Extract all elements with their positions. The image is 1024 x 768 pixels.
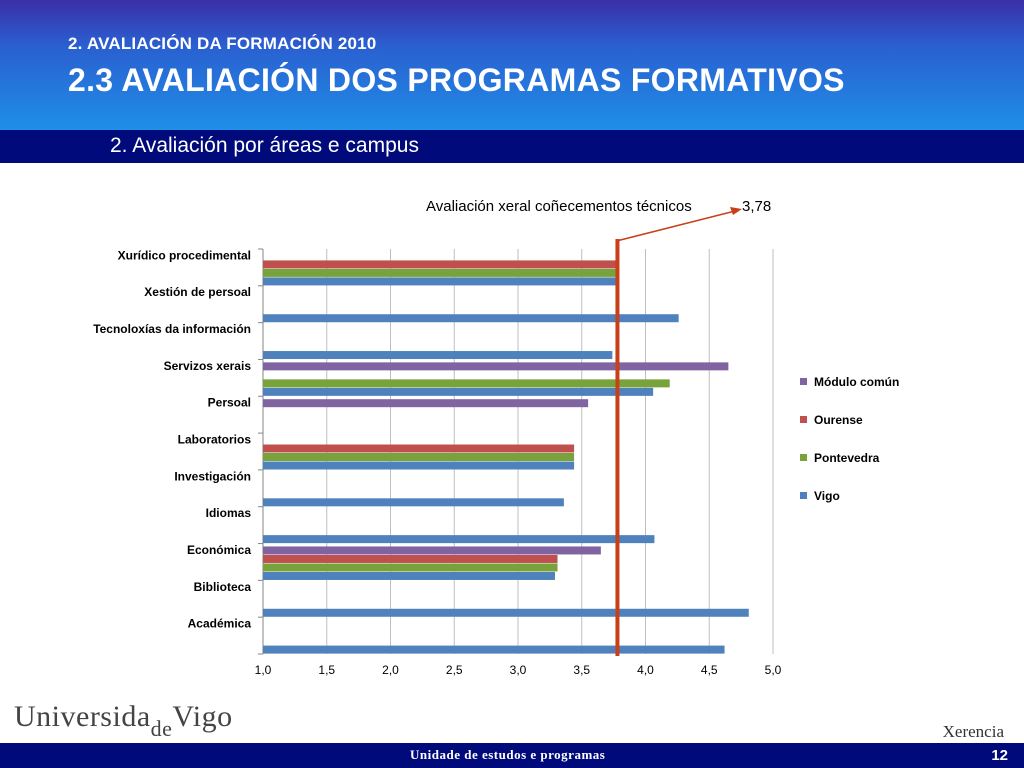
annotation-label: Avaliación xeral coñecementos técnicos	[426, 198, 692, 215]
bar	[263, 379, 670, 388]
header-banner: 2. AVALIACIÓN DA FORMACIÓN 2010 2.3 AVAL…	[0, 0, 1024, 130]
category-label: Académica	[188, 617, 252, 631]
category-label: Laboratorios	[178, 433, 252, 447]
bar	[263, 498, 564, 507]
x-tick-label: 3,0	[510, 663, 527, 677]
x-tick-label: 4,0	[637, 663, 654, 677]
legend-swatch	[800, 378, 807, 385]
bar	[263, 571, 555, 580]
x-tick-label: 4,5	[701, 663, 718, 677]
x-tick-label: 1,5	[318, 663, 335, 677]
bar	[263, 314, 679, 323]
bar	[263, 387, 654, 396]
category-label: Biblioteca	[194, 580, 252, 594]
xerencia-label: Xerencia	[942, 722, 1004, 741]
category-label: Persoal	[208, 396, 251, 410]
x-tick-label: 5,0	[765, 663, 782, 677]
bar	[263, 645, 725, 654]
university-logo: UniversidadeVigo	[14, 700, 233, 741]
bar	[263, 608, 749, 617]
x-tick-label: 2,5	[446, 663, 463, 677]
bar-chart: 1,0 1,5 2,0 2,5 3,0 3,5 4,0 4,5 5,0 Xurídico proc…	[93, 198, 899, 677]
x-tick-label: 3,5	[573, 663, 590, 677]
bar	[263, 362, 729, 371]
legend-label: Módulo común	[814, 375, 899, 389]
bar	[263, 277, 617, 286]
bar	[263, 260, 617, 269]
legend-swatch	[800, 416, 807, 423]
footer-bar: Unidade de estudos e programas 12	[0, 743, 1024, 768]
legend-swatch	[800, 492, 807, 499]
section-title: 2. AVALIACIÓN DA FORMACIÓN 2010	[68, 34, 377, 53]
bar	[263, 351, 613, 360]
legend-label: Ourense	[814, 413, 863, 427]
x-tick-label: 2,0	[382, 663, 399, 677]
category-label: Servizos xerais	[164, 359, 252, 373]
category-label: Xestión de persoal	[144, 285, 251, 299]
legend-swatch	[800, 454, 807, 461]
annotation-arrow	[616, 210, 736, 242]
footer-unit-text: Unidade de estudos e programas	[410, 747, 606, 762]
bar	[263, 268, 617, 277]
bar	[263, 554, 558, 563]
page-title: 2.3 AVALIACIÓN DOS PROGRAMAS FORMATIVOS	[68, 62, 845, 98]
subheader-title: 2. Avaliación por áreas e campus	[110, 134, 419, 157]
subheader-bar: 2. Avaliación por áreas e campus	[0, 130, 1024, 163]
category-label: Investigación	[174, 469, 251, 483]
category-label: Idiomas	[206, 506, 252, 520]
bar	[263, 535, 655, 544]
bar	[263, 444, 575, 453]
bar	[263, 563, 558, 572]
annotation-value: 3,78	[742, 198, 771, 215]
arrow-head	[730, 207, 742, 215]
category-label: Xurídico procedimental	[118, 248, 251, 262]
bar	[263, 399, 589, 408]
bar	[263, 546, 601, 555]
category-label: Económica	[187, 543, 251, 557]
category-label: Tecnoloxías da información	[93, 322, 251, 336]
x-tick-label: 1,0	[255, 663, 272, 677]
page-number: 12	[991, 747, 1008, 764]
bar	[263, 453, 575, 461]
bar	[263, 461, 575, 470]
legend-label: Pontevedra	[814, 451, 880, 465]
legend-label: Vigo	[814, 489, 840, 503]
